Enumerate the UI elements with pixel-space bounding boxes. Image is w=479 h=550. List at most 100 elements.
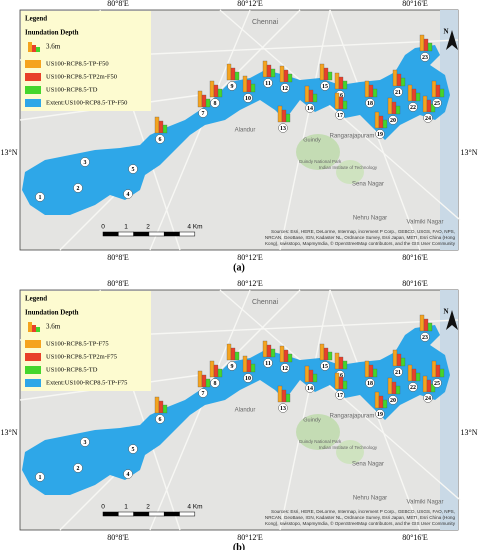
depth-icon xyxy=(422,95,428,113)
depth-icon xyxy=(411,368,417,382)
attribution: Kong), swisstopo, MapmyIndia, © OpenStre… xyxy=(265,240,456,246)
depth-icon xyxy=(162,404,168,414)
site-label: 19 xyxy=(377,132,383,138)
longitude-label: 80°12'E xyxy=(237,253,263,262)
site-marker xyxy=(393,367,403,377)
depth-icon xyxy=(242,75,248,93)
depth-icon xyxy=(205,98,211,108)
attribution: Sources: Esri, HERE, DeLorme, Intermap, … xyxy=(271,509,455,514)
depth-icon xyxy=(205,378,211,388)
place-label: Guindy National Park xyxy=(299,159,342,164)
site-label: 4 xyxy=(127,192,130,198)
scale-segment xyxy=(163,231,180,237)
site-marker xyxy=(35,192,45,202)
place-label: Sena Nagar xyxy=(352,462,384,468)
depth-icon xyxy=(279,345,285,363)
depth-icon xyxy=(266,64,272,78)
site-label: 1 xyxy=(39,475,42,481)
longitude-label: 80°8'E xyxy=(107,279,129,288)
depth-icon xyxy=(319,63,325,81)
map-panel: Chennai Alandur Guindy Guindy National Park… xyxy=(1,279,478,550)
depth-icon xyxy=(217,88,223,98)
legend-swatch xyxy=(25,86,41,94)
site-marker xyxy=(35,472,45,482)
site-marker xyxy=(155,134,165,144)
site-label: 21 xyxy=(395,370,401,376)
scale-segment xyxy=(179,231,196,237)
sea xyxy=(440,290,458,530)
depth-icon xyxy=(364,80,370,98)
site-marker xyxy=(432,378,442,388)
scale-segment xyxy=(118,231,134,237)
attribution: NRCAN, GeoBase, IGN, Kadaster NL, Ordnan… xyxy=(265,515,456,520)
site-label: 20 xyxy=(390,118,396,124)
attribution: Sources: Esri, HERE, DeLorme, Intermap, … xyxy=(271,229,455,234)
place-label: Nehru Nagar xyxy=(353,216,387,222)
depth-icon xyxy=(415,92,421,102)
latitude-label: 13°N xyxy=(1,428,18,437)
legend-swatch xyxy=(25,340,41,348)
place-label: Sena Nagar xyxy=(352,182,384,188)
depth-icon xyxy=(407,84,413,102)
depth-icon xyxy=(368,84,374,98)
legend-icon xyxy=(32,45,36,52)
depth-icon xyxy=(391,101,397,115)
depth-icon xyxy=(372,88,378,98)
legend-scale: 3.6m xyxy=(46,323,61,331)
depth-icon xyxy=(158,120,164,134)
depth-icon xyxy=(392,69,398,87)
longitude-label: 80°8'E xyxy=(107,533,129,542)
place-label: Chennai xyxy=(252,19,279,26)
scale-segment xyxy=(102,231,119,237)
north-label: N xyxy=(443,28,448,36)
site-marker xyxy=(305,103,315,113)
site-label: 20 xyxy=(390,398,396,404)
legend-entry: Extent:US100-RCP8.5-TP-F75 xyxy=(46,379,127,386)
site-label: 2 xyxy=(77,466,80,472)
site-marker xyxy=(375,409,385,419)
scale-segment xyxy=(118,511,134,517)
scale-label: 1 xyxy=(124,224,128,231)
place-label: Rangarajapuram xyxy=(330,414,375,420)
longitude-label: 80°16'E xyxy=(402,533,428,542)
site-marker xyxy=(227,361,237,371)
caption: (a) xyxy=(233,262,245,273)
scale-label: 1 xyxy=(124,504,128,511)
depth-icon xyxy=(338,96,344,110)
depth-icon xyxy=(281,109,287,123)
legend-subtitle: Inundation Depth xyxy=(25,309,79,317)
site-marker xyxy=(123,469,133,479)
site-label: 3 xyxy=(84,160,87,166)
site-label: 8 xyxy=(214,381,217,387)
depth-icon xyxy=(308,369,314,383)
place-label: Guindy xyxy=(303,137,321,143)
site-marker xyxy=(243,373,253,383)
latitude-label: 13°N xyxy=(1,148,18,157)
site-label: 6 xyxy=(159,417,162,423)
place-label: Nehru Nagar xyxy=(353,496,387,502)
site-label: 12 xyxy=(282,86,288,92)
depth-icon xyxy=(279,65,285,83)
site-label: 16 xyxy=(337,93,343,99)
scale-segment xyxy=(133,511,150,517)
scale-segment xyxy=(163,511,180,517)
depth-icon xyxy=(396,353,402,367)
latitude-label: 13°N xyxy=(461,428,478,437)
depth-icon xyxy=(319,343,325,361)
legend-title: Legend xyxy=(25,295,47,303)
site-label: 15 xyxy=(322,84,328,90)
depth-icon xyxy=(283,69,289,83)
depth-icon xyxy=(423,318,429,332)
depth-icon xyxy=(209,360,215,378)
depth-icon xyxy=(234,71,240,81)
depth-icon xyxy=(281,389,287,403)
site-marker xyxy=(423,393,433,403)
depth-icon xyxy=(327,351,333,361)
legend-swatch xyxy=(25,379,41,387)
depth-icon xyxy=(364,360,370,378)
depth-icon xyxy=(285,393,291,403)
place-label: Indian Institute of Technology xyxy=(319,445,378,450)
depth-icon xyxy=(201,374,207,388)
site-marker xyxy=(393,87,403,97)
site-marker xyxy=(198,388,208,398)
